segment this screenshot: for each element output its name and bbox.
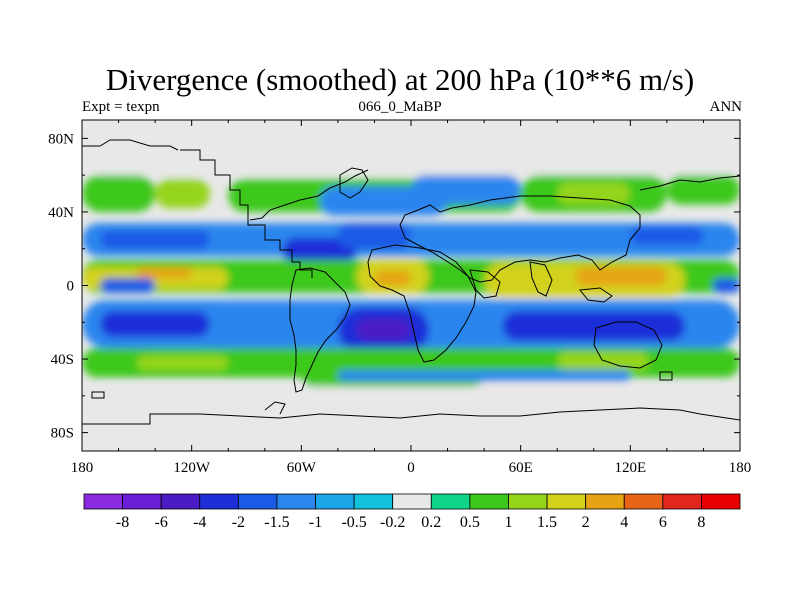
colorbar-box [662,493,702,510]
colorbar-label: 0.5 [460,514,480,531]
colorbar-label: 6 [659,514,667,531]
colorbar-box [546,493,587,510]
y-axis: 80N 40N 0 40S 80S [48,131,740,442]
field-region [100,278,156,293]
colorbar-label: -4 [193,514,206,531]
colorbar-box [353,493,394,510]
field-region [136,267,192,279]
field-region [337,370,631,382]
colorbar-box [623,493,664,510]
colorbar-label: -1.5 [264,514,289,531]
colorbar: -8 -6 -4 -2 -1.5 -1 -0.5 -0.2 0.2 0.5 1 1.5 2 4 6 8 [83,493,741,531]
x-tick-label: 180 [71,460,94,476]
field-region [136,355,229,371]
field-region [557,182,631,205]
colorbar-label: 8 [697,514,705,531]
field-region [82,175,156,212]
field-region [712,278,740,293]
outline-arabia [469,269,501,299]
colorbar-box [276,493,316,510]
outline-new-zealand [659,371,673,381]
outline-antarctic-peninsula [264,401,286,415]
x-tick-label: 120E [614,460,646,476]
colorbar-box [392,493,432,510]
field-region [82,222,740,257]
x-tick-label: 0 [407,460,415,476]
outline-india [529,261,553,297]
outline-antarctica [82,407,740,425]
y-tick-label: 40S [51,352,74,368]
y-tick-label: 0 [67,279,75,295]
field-region [575,267,667,286]
colorbar-box [199,493,239,510]
colorbar-label: 4 [620,514,628,531]
colorbar-label: -0.2 [380,514,405,531]
field-region [155,178,210,209]
outline-south-america [289,267,351,393]
colorbar-box [83,493,123,510]
chart-title: Divergence (smoothed) at 200 hPa (10**6 … [105,62,695,97]
outline-north-america [180,149,313,278]
colorbar-label: -8 [116,514,129,531]
colorbar-box [469,493,509,510]
season-label: ANN [709,99,743,115]
field-region [557,351,649,371]
colorbar-label: 2 [582,514,590,531]
field-region [337,222,411,249]
experiment-label: Expt = texpn [82,99,160,115]
divergence-field [82,120,740,451]
colorbar-label: 1.5 [537,514,557,531]
y-tick-label: 80N [48,131,74,147]
field-region [411,175,521,205]
x-tick-label: 60E [509,460,533,476]
outline-greenland [339,167,369,199]
outline-africa [367,244,477,363]
outline-australia [593,321,663,369]
field-region [502,311,686,341]
outline-indonesia [579,287,613,303]
field-region [100,311,210,337]
field-region [100,230,210,249]
colorbar-label: -0.5 [341,514,366,531]
colorbar-label: 0.2 [421,514,441,531]
y-tick-label: 80S [51,426,74,442]
outline-canada [249,169,369,221]
field-region [374,270,411,286]
colorbar-box [122,493,162,510]
colorbar-box [315,493,355,510]
colorbar-label: -6 [155,514,168,531]
field-region [82,386,740,451]
field-region [630,226,704,246]
colorbar-box [237,493,278,510]
colorbar-box [160,493,201,510]
outline-arctic-siberia [639,175,740,191]
continent-outlines [82,139,740,425]
colorbar-label: 1 [504,514,512,531]
field-region [283,237,357,264]
colorbar-box [508,493,548,510]
y-tick-label: 40N [48,205,74,221]
x-tick-label: 180 [729,460,752,476]
outline-eurasia [399,195,641,283]
x-tick-label: 120W [173,460,211,476]
field-region [666,175,740,205]
outline-arctic-alaska [82,139,179,151]
x-tick-label: 60W [287,460,317,476]
colorbar-box [585,493,625,510]
colorbar-label: -1 [309,514,322,531]
field-region [356,318,411,341]
colorbar-box [701,493,741,510]
x-axis: 180 120W 60W 0 60E 120E 180 [71,120,752,476]
case-label: 066_0_MaBP [358,99,442,115]
colorbar-label: -2 [232,514,245,531]
colorbar-box [430,493,471,510]
field-region [82,120,740,176]
outline-island-south [91,391,105,399]
